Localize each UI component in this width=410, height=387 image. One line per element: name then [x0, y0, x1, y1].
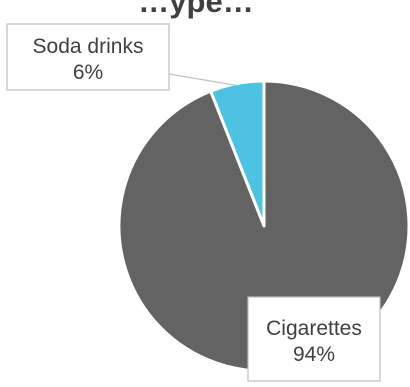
slice-labels: Soda drinks 6% Cigarettes 94% [6, 23, 381, 382]
label-box-soda-drinks [6, 23, 170, 91]
chart-title: …ype… [138, 0, 253, 19]
slice-value-soda-drinks: 6% [73, 61, 103, 84]
leader-line-soda-drinks [168, 73, 238, 87]
slice-label-soda-drinks: Soda drinks [33, 35, 144, 58]
slice-label-cigarettes: Cigarettes [266, 317, 362, 340]
label-box-cigarettes [247, 296, 381, 382]
slice-value-cigarettes: 94% [293, 343, 335, 366]
